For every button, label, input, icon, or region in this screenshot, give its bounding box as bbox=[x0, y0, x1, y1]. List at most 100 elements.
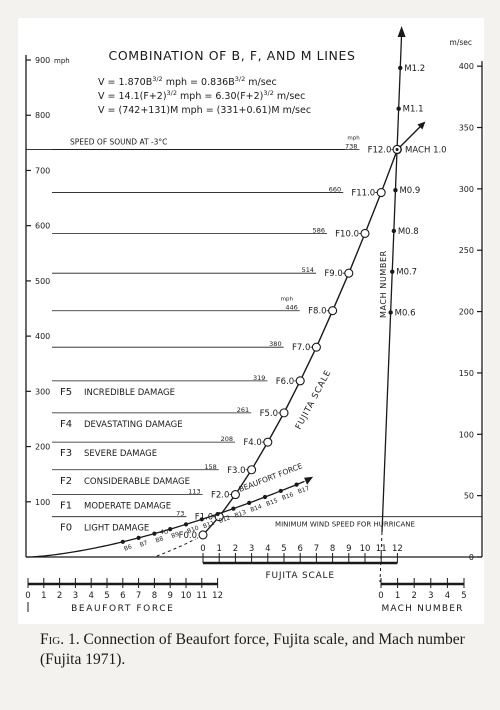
fujita-point bbox=[279, 408, 289, 418]
fujita-point-label: F2.0 bbox=[211, 491, 229, 501]
fujita-value-label: 446 bbox=[285, 304, 297, 312]
fujita-scale-tick-label: 2 bbox=[233, 544, 238, 554]
right-axis-unit: m/sec bbox=[450, 38, 472, 47]
beaufort-point bbox=[247, 500, 252, 506]
mach-scale-tick-label: 0 bbox=[378, 591, 383, 601]
right-axis-tick-label: 250 bbox=[459, 246, 474, 255]
beaufort-point bbox=[199, 517, 204, 522]
left-axis-tick-label: 900 bbox=[35, 56, 50, 65]
beaufort-scale-axis-label: BEAUFORT FORCE bbox=[71, 604, 174, 614]
fujita-scale-tick-label: 7 bbox=[314, 544, 319, 554]
mach-point-label: M0.9 bbox=[399, 186, 420, 196]
mach-point bbox=[393, 188, 398, 193]
mach-scale-tick-label: 3 bbox=[428, 591, 433, 601]
fujita-value-label: 261 bbox=[237, 406, 249, 414]
fujita-point bbox=[198, 530, 208, 540]
mach-point-label: M1.2 bbox=[404, 64, 425, 74]
fujita-point-label: F0.0 bbox=[179, 531, 197, 541]
right-axis-tick-label: 400 bbox=[459, 62, 474, 71]
fujita-label-backing bbox=[218, 463, 246, 474]
beaufort-point bbox=[262, 494, 268, 500]
mach-scale-tick-label: 1 bbox=[395, 591, 400, 601]
left-axis-tick-label: 600 bbox=[35, 222, 50, 231]
mach-point bbox=[396, 106, 401, 111]
damage-class-name: MODERATE DAMAGE bbox=[84, 502, 171, 512]
fujita-point-label: F7.0 bbox=[292, 343, 310, 353]
fujita-value-label: 660 bbox=[329, 186, 341, 194]
mach-scale-tick-label: 4 bbox=[445, 591, 450, 601]
damage-class-code: F3 bbox=[60, 448, 72, 459]
fujita-label-backing bbox=[359, 143, 392, 154]
fujita-point bbox=[247, 465, 257, 475]
fujita-value-label: 319 bbox=[253, 374, 265, 382]
beaufort-point-label: B10 bbox=[186, 525, 200, 536]
fujita-label-backing bbox=[202, 488, 230, 499]
beaufort-scale-tick-label: 11 bbox=[196, 591, 207, 601]
fujita-mph-unit: mph bbox=[281, 297, 294, 303]
fujita-label-backing bbox=[327, 227, 359, 238]
right-axis-tick-label: 150 bbox=[459, 369, 474, 378]
fujita-value-label: 40 bbox=[160, 528, 168, 536]
fujita-point-label: F8.0 bbox=[308, 307, 326, 317]
left-axis-tick-label: 700 bbox=[35, 166, 50, 175]
formula-line: V = (742+131)M mph = (331+0.61)M m/sec bbox=[98, 105, 311, 116]
beaufort-point bbox=[294, 482, 299, 487]
beaufort-scale-tick-label: 8 bbox=[152, 591, 157, 601]
fujita-point-label: F10.0 bbox=[335, 229, 359, 239]
fujita-point bbox=[344, 268, 354, 278]
beaufort-scale-tick-label: 6 bbox=[120, 591, 125, 601]
damage-class-code: F0 bbox=[60, 523, 72, 534]
beaufort-scale-tick-label: 9 bbox=[167, 591, 172, 601]
fujita-line-extension bbox=[396, 122, 424, 150]
beaufort-point-label: B7 bbox=[139, 539, 149, 548]
figure-panel bbox=[18, 18, 484, 624]
beaufort-scale-tick-label: 7 bbox=[136, 591, 141, 601]
beaufort-scale-tick-label: 3 bbox=[73, 591, 78, 601]
fujita-scale-tick-label: 6 bbox=[297, 544, 302, 554]
beaufort-scale-tick-label: 4 bbox=[88, 591, 93, 601]
mach-point-label: MACH 1.0 bbox=[405, 145, 447, 155]
beaufort-point bbox=[278, 488, 283, 494]
left-axis-tick-label: 300 bbox=[35, 387, 50, 396]
fujita-point-label: F4.0 bbox=[243, 438, 261, 448]
beaufort-point-label: B17 bbox=[297, 485, 311, 496]
left-axis-tick-label: 100 bbox=[35, 498, 50, 507]
beaufort-point-label: B14 bbox=[249, 503, 263, 514]
fujita-label-backing bbox=[251, 406, 278, 417]
fujita-label-backing bbox=[283, 341, 311, 352]
mach-point bbox=[388, 310, 393, 315]
fujita-point-label: F9.0 bbox=[324, 269, 342, 279]
mach-point-center bbox=[395, 147, 399, 151]
fujita-point bbox=[360, 228, 370, 238]
mach-scale-axis-label: MACH NUMBER bbox=[381, 604, 463, 614]
mach-point-label: M0.8 bbox=[398, 227, 419, 237]
fujita-label-backing bbox=[170, 528, 197, 539]
beaufort-point bbox=[231, 506, 236, 511]
beaufort-point bbox=[183, 522, 189, 527]
mach-point bbox=[391, 228, 397, 234]
mach-scale-tick-label: 5 bbox=[461, 591, 466, 601]
fujita-scale-tick-label: 12 bbox=[392, 544, 403, 554]
left-axis-unit: mph bbox=[54, 57, 70, 65]
damage-class-code: F2 bbox=[60, 476, 72, 487]
fujita-point bbox=[328, 306, 338, 316]
fujita-label-backing bbox=[316, 267, 343, 278]
mach-line-arrowhead bbox=[397, 26, 406, 37]
beaufort-point bbox=[120, 539, 125, 544]
left-axis-tick-label: 500 bbox=[35, 277, 50, 286]
left-axis-tick-label: 800 bbox=[35, 111, 50, 120]
fujita-value-label: 738 bbox=[345, 142, 357, 150]
mach-point-label: M0.6 bbox=[395, 308, 416, 318]
fujita-value-label: 113 bbox=[188, 488, 200, 496]
beaufort-point-label: B8 bbox=[155, 535, 165, 544]
beaufort-point-label: B12 bbox=[218, 514, 232, 525]
beaufort-point-label: B15 bbox=[265, 497, 279, 508]
formula-line: V = 14.1(F+2)3/2 mph = 6.30(F+2)3/2 m/se… bbox=[98, 89, 305, 102]
beaufort-scale-tick-label: 2 bbox=[57, 591, 62, 601]
fujita-value-label: 586 bbox=[313, 226, 325, 234]
fujita-point-label: F5.0 bbox=[260, 409, 278, 419]
fujita-value-label: 514 bbox=[302, 266, 314, 274]
fujita-point bbox=[295, 376, 305, 386]
mach-point bbox=[398, 65, 403, 71]
